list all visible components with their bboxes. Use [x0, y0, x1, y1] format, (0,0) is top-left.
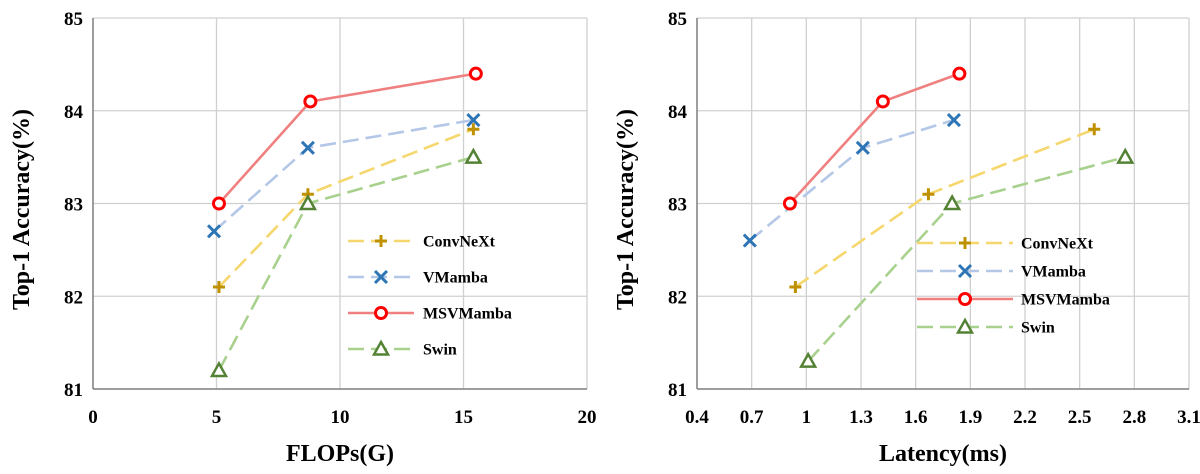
y-tick-label: 83 [64, 195, 83, 216]
x-tick-label: 2.8 [1122, 407, 1146, 428]
y-tick-label: 81 [668, 380, 687, 401]
data-point-vmamba [466, 112, 481, 128]
x-tick-label: 10 [331, 407, 350, 428]
data-point-convnext [212, 280, 225, 293]
chart-1: 0 5 10 15 20 81 82 83 84 85 FLOPs(G) Top-1 Accuracy… [9, 9, 597, 467]
legend-marker-swin [371, 339, 391, 356]
y-tick-label: 83 [668, 195, 687, 216]
x-tick-label: 2.5 [1068, 407, 1092, 428]
legend-marker-msvmamba [374, 306, 388, 320]
y-tick-label: 84 [668, 102, 688, 123]
legend-label-vmamba: VMamba [1021, 264, 1086, 281]
x-tick-label: 20 [578, 407, 597, 428]
legend-label-swin: Swin [423, 342, 457, 359]
x-axis-label: FLOPs(G) [286, 441, 394, 467]
legend-marker-convnext [375, 235, 387, 247]
data-point-msvmamba [468, 66, 483, 81]
series-line-swin [217, 155, 474, 372]
data-point-swin [1116, 147, 1135, 164]
y-tick-label: 82 [668, 287, 687, 308]
legend-marker-vmamba [957, 263, 973, 279]
legend-label-msvmamba: MSVMamba [423, 306, 512, 323]
series-line-convnext [218, 128, 474, 288]
x-tick-label: 1 [802, 407, 812, 428]
x-tick-label: 1.6 [904, 407, 928, 428]
legend: ConvNeXt VMamba MSVMamba Swin [348, 234, 512, 359]
data-point-swin [209, 360, 229, 378]
x-tick-label: 0.4 [685, 407, 709, 428]
legend: ConvNeXt VMamba MSVMamba Swin [917, 236, 1110, 337]
legend-marker-convnext [959, 237, 971, 249]
y-axis-label: Top-1 Accuracy(%) [613, 109, 639, 310]
legend-marker-vmamba [373, 269, 389, 285]
series-line-vmamba [213, 118, 474, 233]
data-point-swin [942, 193, 962, 211]
data-point-swin [298, 193, 318, 211]
data-point-msvmamba [875, 94, 890, 109]
data-point-vmamba [206, 224, 222, 239]
legend-label-convnext: ConvNeXt [423, 234, 496, 251]
x-axis-label: Latency(ms) [879, 441, 1007, 467]
data-point-msvmamba [782, 196, 797, 211]
series-line-vmamba [748, 118, 955, 242]
data-point-msvmamba [303, 94, 318, 109]
y-tick-label: 85 [64, 9, 83, 30]
x-tick-label: 1.3 [849, 407, 873, 428]
x-tick-label: 3.1 [1177, 407, 1200, 428]
data-point-convnext [789, 280, 802, 293]
x-tick-label: 2.2 [1013, 407, 1037, 428]
y-axis-label: Top-1 Accuracy(%) [9, 109, 35, 310]
data-point-msvmamba [952, 66, 967, 81]
y-tick-label: 81 [64, 380, 83, 401]
x-tick-label: 0 [88, 407, 98, 428]
x-tick-label: 5 [212, 407, 222, 428]
x-tick-label: 15 [454, 407, 473, 428]
y-tick-label: 82 [64, 287, 83, 308]
legend-label-msvmamba: MSVMamba [1021, 292, 1110, 309]
legend-marker-msvmamba [958, 292, 972, 306]
data-point-vmamba [946, 112, 961, 128]
legend-label-convnext: ConvNeXt [1021, 236, 1094, 253]
legend-marker-swin [955, 317, 975, 334]
data-point-swin [799, 351, 818, 368]
y-tick-label: 84 [64, 102, 84, 123]
x-tick-label: 1.9 [958, 407, 982, 428]
data-point-convnext [467, 123, 480, 136]
data-point-convnext [922, 188, 935, 201]
data-point-swin [464, 147, 483, 164]
x-tick-label: 0.7 [740, 407, 764, 428]
legend-label-swin: Swin [1021, 320, 1055, 337]
legend-label-vmamba: VMamba [423, 270, 488, 287]
data-point-msvmamba [211, 196, 226, 211]
data-point-vmamba [300, 140, 315, 155]
data-point-vmamba [742, 233, 757, 248]
y-tick-label: 85 [668, 9, 687, 30]
chart-2: 0.4 0.7 1 1.3 1.6 1.9 2.2 2.5 2.8 3.1 81 82 83 84 85 La… [613, 9, 1200, 467]
series-line-msvmamba [218, 72, 477, 205]
series-line-msvmamba [788, 72, 960, 205]
data-point-vmamba [855, 140, 870, 155]
data-point-convnext [1088, 123, 1101, 136]
